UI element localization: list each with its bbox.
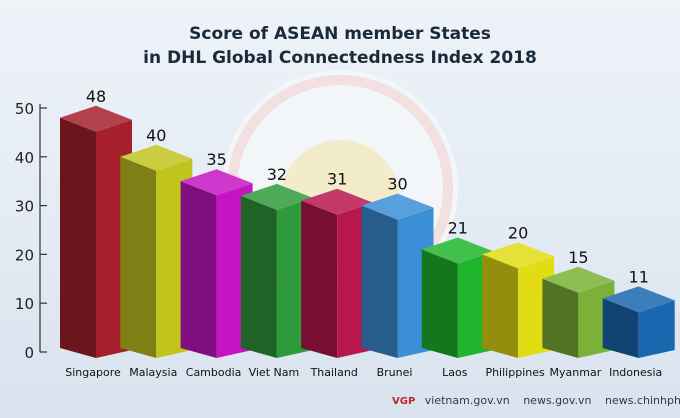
bar-front-face — [638, 300, 675, 358]
bar-side-face — [240, 195, 277, 358]
x-category-label: Philippines — [485, 366, 545, 379]
bar-side-face — [361, 205, 398, 358]
bar-side-face — [60, 117, 96, 358]
bar-side-face — [301, 200, 338, 358]
bar-side-face — [120, 156, 157, 358]
bar-side-face — [602, 298, 639, 358]
bar-side-face — [421, 249, 458, 358]
bar-top-face — [602, 286, 675, 313]
chart-subtitle: in DHL Global Connectedness Index 2018 — [143, 48, 537, 68]
x-category-label: Malaysia — [129, 366, 177, 379]
y-tick-label: 50 — [15, 100, 34, 118]
bar-top-face — [361, 193, 434, 220]
bar-side-face — [482, 254, 519, 358]
bar-side-face — [542, 278, 579, 358]
y-tick-label: 0 — [24, 344, 34, 362]
x-category-label: Indonesia — [609, 366, 662, 379]
bar-value-label: 11 — [629, 267, 649, 286]
bar-value-label: 35 — [206, 150, 226, 169]
vgp-logo: VGP — [392, 396, 416, 407]
bar-top-face — [180, 169, 253, 196]
bar-value-label: 40 — [146, 126, 166, 145]
bar-top-face — [240, 183, 313, 210]
bar-top-face — [120, 144, 193, 171]
source-link-2[interactable]: news.gov.vn — [523, 394, 592, 407]
x-category-label: Thailand — [310, 366, 358, 379]
bar-laos: 21 Laos — [421, 219, 494, 379]
bar-value-label: 15 — [568, 248, 588, 267]
x-category-label: Singapore — [65, 366, 121, 379]
x-category-label: Brunei — [377, 366, 413, 379]
bar-value-label: 30 — [387, 175, 407, 194]
bar-top-face — [301, 188, 374, 215]
footer-credits: VGP vietnam.gov.vn news.gov.vn news.chin… — [392, 394, 680, 407]
source-link-3[interactable]: news.chinhphu.vn — [605, 394, 680, 407]
y-axis: 0 10 20 30 40 50 — [15, 100, 47, 362]
y-tick-label: 30 — [15, 198, 34, 216]
chart-title-block: Score of ASEAN member States in DHL Glob… — [0, 22, 680, 70]
bar-value-label: 31 — [327, 170, 347, 189]
bar-value-label: 20 — [508, 223, 528, 242]
bar-top-face — [421, 237, 494, 264]
source-link-1[interactable]: vietnam.gov.vn — [424, 394, 510, 407]
bar-top-face — [60, 105, 132, 132]
bar-top-face — [482, 242, 555, 269]
bar-top-face — [542, 266, 615, 293]
bar-value-label: 32 — [267, 165, 287, 184]
y-tick-label: 10 — [15, 295, 34, 313]
bar-indonesia: 11 Indonesia — [602, 267, 675, 379]
x-category-label: Laos — [442, 366, 468, 379]
y-tick-label: 20 — [15, 246, 34, 264]
bar-value-label: 48 — [86, 87, 106, 106]
chart-title: Score of ASEAN member States — [189, 24, 491, 44]
x-category-label: Myanmar — [550, 366, 602, 379]
bar-value-label: 21 — [448, 219, 468, 238]
x-category-label: Cambodia — [186, 366, 242, 379]
bar-side-face — [180, 181, 217, 358]
x-category-label: Viet Nam — [249, 366, 300, 379]
bars-group: 48 Singapore 40 Malaysia 35 Cambodia 32 Viet Na… — [60, 87, 675, 379]
y-tick-label: 40 — [15, 149, 34, 167]
